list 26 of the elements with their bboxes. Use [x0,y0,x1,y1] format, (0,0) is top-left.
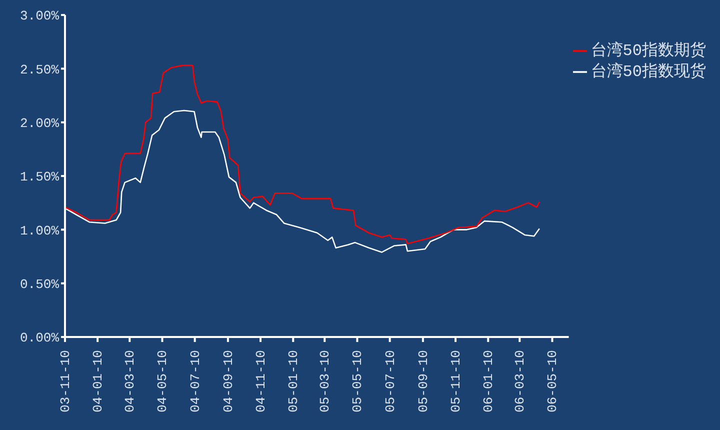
x-tick-label: 05-05-10 [350,350,366,412]
y-tick-label: 2.50% [20,62,60,78]
x-tick-label: 04-03-10 [122,350,138,412]
x-tick-label: 04-09-10 [220,350,236,412]
y-tick-label: 3.00% [20,8,60,24]
x-tick-label: 05-03-10 [318,350,333,412]
x-tick-label: 05-09-10 [416,350,431,412]
x-tick-label: 04-05-10 [155,350,170,412]
x-tick-label: 05-01-10 [286,350,302,412]
x-tick-label: 06-01-10 [481,350,496,412]
x-tick-label: 04-11-10 [254,350,269,412]
y-tick-label: 0.50% [20,276,60,292]
line-series [65,64,540,244]
x-tick-label: 05-11-10 [448,350,464,412]
legend-label: 台湾50指数期货 [590,42,706,60]
y-tick-label: 1.00% [20,223,60,238]
y-tick-label: 1.50% [20,170,60,185]
x-tick-label: 04-07-10 [188,350,203,412]
x-tick-label: 06-05-10 [545,350,560,412]
y-tick-label: 0.00% [20,330,60,346]
y-tick-label: 2.00% [20,116,60,131]
x-tick-label: 06-03-10 [512,350,528,412]
x-tick-label: 03-11-10 [58,350,73,412]
legend-label: 台湾50指数现货 [590,63,706,81]
x-tick-label: 05-07-10 [382,350,398,412]
x-tick-label: 04-01-10 [90,350,106,412]
